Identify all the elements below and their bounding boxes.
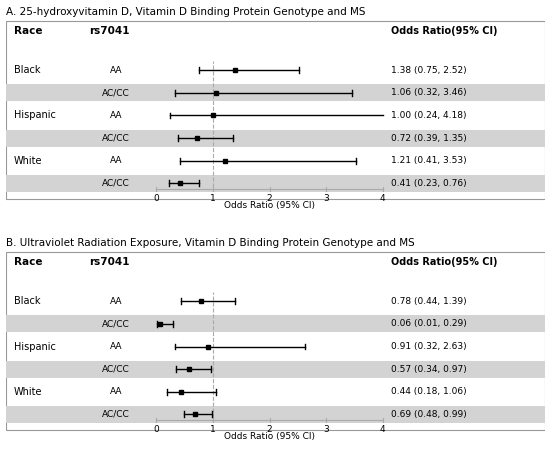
Text: White: White [14, 156, 42, 166]
Text: 0: 0 [153, 425, 160, 434]
Text: 0.78 (0.44, 1.39): 0.78 (0.44, 1.39) [391, 297, 466, 306]
Text: 4: 4 [380, 194, 386, 203]
Text: Odds Ratio (95% CI): Odds Ratio (95% CI) [224, 432, 315, 441]
Text: White: White [14, 387, 42, 397]
Text: 0: 0 [153, 194, 160, 203]
Text: 1: 1 [210, 425, 216, 434]
Text: 0.72 (0.39, 1.35): 0.72 (0.39, 1.35) [391, 134, 466, 143]
Text: rs7041: rs7041 [89, 26, 130, 36]
Text: B. Ultraviolet Radiation Exposure, Vitamin D Binding Protein Genotype and MS: B. Ultraviolet Radiation Exposure, Vitam… [6, 238, 414, 248]
Text: 0.41 (0.23, 0.76): 0.41 (0.23, 0.76) [391, 179, 466, 188]
Text: 0.69 (0.48, 0.99): 0.69 (0.48, 0.99) [391, 410, 466, 419]
FancyBboxPatch shape [6, 360, 544, 377]
FancyBboxPatch shape [6, 129, 544, 146]
Text: 1.21 (0.41, 3.53): 1.21 (0.41, 3.53) [391, 156, 466, 165]
FancyBboxPatch shape [6, 252, 544, 430]
Text: AA: AA [110, 156, 122, 165]
Text: AC/CC: AC/CC [102, 319, 130, 328]
Text: 2: 2 [267, 194, 272, 203]
Text: Odds Ratio(95% CI): Odds Ratio(95% CI) [391, 26, 497, 36]
Text: Black: Black [14, 296, 40, 306]
Text: 1.06 (0.32, 3.46): 1.06 (0.32, 3.46) [391, 88, 466, 97]
Text: AC/CC: AC/CC [102, 365, 130, 374]
Text: 0.44 (0.18, 1.06): 0.44 (0.18, 1.06) [391, 387, 466, 396]
Text: Race: Race [14, 26, 42, 36]
Text: 4: 4 [380, 425, 386, 434]
FancyBboxPatch shape [6, 406, 544, 423]
Text: 2: 2 [267, 425, 272, 434]
Text: Race: Race [14, 257, 42, 267]
Text: Odds Ratio (95% CI): Odds Ratio (95% CI) [224, 201, 315, 210]
Text: 1.00 (0.24, 4.18): 1.00 (0.24, 4.18) [391, 111, 466, 120]
Text: rs7041: rs7041 [89, 257, 130, 267]
Text: AA: AA [110, 111, 122, 120]
Text: 0.57 (0.34, 0.97): 0.57 (0.34, 0.97) [391, 365, 466, 374]
Text: Hispanic: Hispanic [14, 341, 56, 352]
Text: AC/CC: AC/CC [102, 179, 130, 188]
Text: 3: 3 [323, 194, 329, 203]
Text: Black: Black [14, 65, 40, 75]
Text: AA: AA [110, 342, 122, 351]
Text: 0.06 (0.01, 0.29): 0.06 (0.01, 0.29) [391, 319, 466, 328]
Text: AC/CC: AC/CC [102, 410, 130, 419]
Text: AA: AA [110, 297, 122, 306]
Text: AA: AA [110, 387, 122, 396]
Text: 0.91 (0.32, 2.63): 0.91 (0.32, 2.63) [391, 342, 466, 351]
FancyBboxPatch shape [6, 21, 544, 199]
Text: AA: AA [110, 66, 122, 75]
Text: AC/CC: AC/CC [102, 134, 130, 143]
Text: 3: 3 [323, 425, 329, 434]
Text: 1.38 (0.75, 2.52): 1.38 (0.75, 2.52) [391, 66, 466, 75]
Text: A. 25-hydroxyvitamin D, Vitamin D Binding Protein Genotype and MS: A. 25-hydroxyvitamin D, Vitamin D Bindin… [6, 7, 365, 17]
Text: Odds Ratio(95% CI): Odds Ratio(95% CI) [391, 257, 497, 267]
FancyBboxPatch shape [6, 316, 544, 333]
Text: 1: 1 [210, 194, 216, 203]
FancyBboxPatch shape [6, 175, 544, 192]
Text: Hispanic: Hispanic [14, 110, 56, 121]
Text: AC/CC: AC/CC [102, 88, 130, 97]
FancyBboxPatch shape [6, 85, 544, 102]
